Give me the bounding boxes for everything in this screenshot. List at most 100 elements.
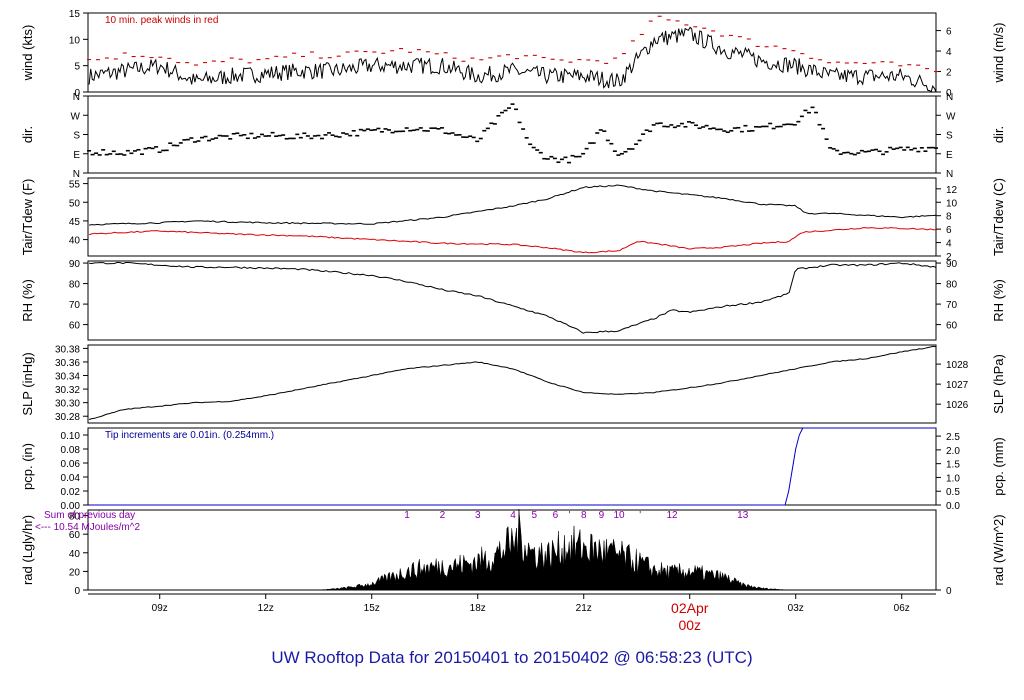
y-tick-label-right: 2 <box>946 252 952 263</box>
y-axis-label-left: dir. <box>20 126 35 143</box>
y-tick-label-left: 0.08 <box>61 445 81 456</box>
y-tick-label-right: 1.5 <box>946 460 960 471</box>
x-tick-label: 09z <box>152 603 168 614</box>
series-precipitation <box>89 427 936 506</box>
panel-frame <box>87 12 937 93</box>
y-tick-label-right: W <box>946 111 956 122</box>
series-RH <box>89 261 937 334</box>
y-axis-label-left: Tair/Tdew (F) <box>20 179 35 256</box>
y-tick-label-left: 40 <box>69 236 81 247</box>
hour-label: 13 <box>737 510 749 521</box>
y-tick-label-right: 8 <box>946 212 952 223</box>
y-tick-label-left: 30.38 <box>55 344 80 355</box>
y-axis-label-left: SLP (inHg) <box>20 352 35 415</box>
y-tick-label-left: 15 <box>69 9 81 20</box>
y-tick-label-left: 60 <box>69 530 81 541</box>
hour-label: 4 <box>510 510 516 521</box>
hour-label: ' <box>639 510 641 521</box>
y-tick-label-right: 6 <box>946 225 952 236</box>
hour-label: 12 <box>666 510 678 521</box>
y-tick-label-right: 4 <box>946 47 952 58</box>
y-tick-label-right: 0 <box>946 586 952 597</box>
y-axis-label-left: wind (kts) <box>20 25 35 82</box>
x-tick-label: 18z <box>470 603 486 614</box>
date-marker-line1: 02Apr <box>671 600 709 616</box>
panel-frame <box>87 344 937 424</box>
hour-label: 10 <box>613 510 625 521</box>
panel-annotation: Tip increments are 0.01in. (0.254mm.) <box>105 430 274 441</box>
hour-label: ' <box>569 510 571 521</box>
panel-frame <box>87 95 937 174</box>
y-tick-label-left: 5 <box>74 62 80 73</box>
y-tick-label-left: 45 <box>69 217 81 228</box>
panel-temp: Tair/Tdew (F) Tair/Tdew (C) 40 45 50 55 2 4 6 8 10… <box>20 177 1006 263</box>
y-tick-label-left: 70 <box>69 300 81 311</box>
series-wind-direction <box>87 103 938 164</box>
x-tick-label: 12z <box>258 603 274 614</box>
hour-label: 5 <box>531 510 537 521</box>
hour-label: 3 <box>475 510 481 521</box>
y-tick-label-right: 4 <box>946 239 952 250</box>
x-tick-label: 21z <box>576 603 592 614</box>
panel-rh: RH (%) RH (%) 60 70 80 90 60 70 80 90 <box>20 259 1006 341</box>
y-tick-label-right: 2 <box>946 68 952 79</box>
y-tick-label-right: 1028 <box>946 360 969 371</box>
y-tick-label-left: 0.04 <box>61 473 81 484</box>
y-tick-label-right: 0 <box>946 88 952 99</box>
y-tick-label-right: 0.0 <box>946 501 960 512</box>
hour-label: 1 <box>404 510 410 521</box>
y-axis-label-right: SLP (hPa) <box>991 354 1006 414</box>
series-wind-speed <box>88 26 937 93</box>
y-axis-label-left: pcp. (in) <box>20 443 35 490</box>
y-tick-label-left: 30.30 <box>55 399 80 410</box>
y-tick-label-right: 12 <box>946 185 958 196</box>
y-axis-label-right: dir. <box>991 126 1006 143</box>
rad-annotation-line1: Sum of previous day <box>44 510 135 521</box>
date-marker-line2: 00z <box>678 617 701 633</box>
hour-label: 6 <box>553 510 559 521</box>
y-tick-label-left: 20 <box>69 567 81 578</box>
y-tick-label-left: 30.36 <box>55 358 80 369</box>
y-axis-label-right: Tair/Tdew (C) <box>991 178 1006 256</box>
hour-label: 9 <box>599 510 605 521</box>
y-tick-label-left: W <box>71 111 81 122</box>
y-tick-label-left: 0.02 <box>61 487 81 498</box>
y-tick-label-right: N <box>946 169 953 180</box>
y-tick-label-left: 0.00 <box>61 501 81 512</box>
panel-rad: rad (Lgly/hr) rad (W/m^2) 0 20 40 60 80 0 Sum of… <box>20 508 1006 597</box>
panel-pcp: pcp. (in) pcp. (mm) 0.00 0.02 0.04 0.06 0.08 0.… <box>20 427 1006 512</box>
y-tick-label-left: 80 <box>69 280 81 291</box>
y-tick-label-right: 90 <box>946 259 958 270</box>
panel-annotation: 10 min. peak winds in red <box>105 15 218 26</box>
y-tick-label-right: 2.5 <box>946 432 960 443</box>
y-tick-label-left: 50 <box>69 198 81 209</box>
y-tick-label-left: 80 <box>69 512 81 523</box>
series-solar-radiation <box>318 508 796 591</box>
y-tick-label-right: 70 <box>946 300 958 311</box>
y-axis-label-right: rad (W/m^2) <box>991 514 1006 585</box>
y-axis-label-right: pcp. (mm) <box>991 437 1006 496</box>
hour-label: 8 <box>581 510 587 521</box>
y-tick-label-right: N <box>946 92 953 103</box>
y-tick-label-left: 0.06 <box>61 459 81 470</box>
y-tick-label-left: 0 <box>74 586 80 597</box>
hour-label: 2 <box>440 510 446 521</box>
y-tick-label-left: N <box>73 92 80 103</box>
y-tick-label-left: 55 <box>69 180 81 191</box>
chart-title: UW Rooftop Data for 20150401 to 20150402… <box>271 648 753 667</box>
x-tick-label: 06z <box>894 603 910 614</box>
panel-frame <box>87 177 937 257</box>
y-tick-label-right: E <box>946 150 953 161</box>
panel-slp: SLP (inHg) SLP (hPa) 30.28 30.30 30.32 30.34 3… <box>20 344 1006 424</box>
y-tick-label-left: S <box>73 131 80 142</box>
y-tick-label-left: 30.32 <box>55 385 80 396</box>
y-tick-label-right: S <box>946 131 953 142</box>
y-tick-label-left: 10 <box>69 35 81 46</box>
y-tick-label-right: 6 <box>946 27 952 38</box>
y-axis-label-right: wind (m/s) <box>991 23 1006 84</box>
series-SLP <box>88 345 937 420</box>
panel-frame <box>87 260 937 341</box>
y-tick-label-right: 1.0 <box>946 473 960 484</box>
